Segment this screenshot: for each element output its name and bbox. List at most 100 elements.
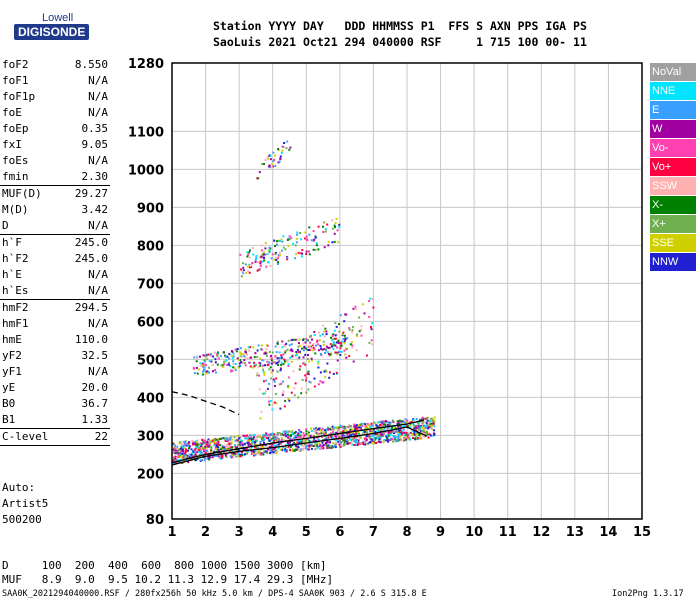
- echo-point: [321, 428, 324, 431]
- echo-point: [432, 432, 435, 435]
- echo-point: [328, 446, 331, 449]
- echo-point: [238, 362, 241, 365]
- echo-point: [274, 345, 277, 348]
- echo-point: [190, 448, 193, 451]
- param-value: 3.42: [81, 203, 109, 216]
- param-row-foep: foEp 0.35: [0, 121, 110, 137]
- echo-point: [269, 443, 272, 446]
- echo-point: [296, 442, 299, 445]
- echo-point: [235, 350, 238, 353]
- echo-point: [265, 379, 268, 382]
- echo-point: [401, 422, 404, 425]
- echo-point: [272, 451, 275, 454]
- echo-point: [272, 160, 275, 163]
- echo-point: [417, 421, 420, 424]
- echo-point: [378, 439, 381, 442]
- echo-point: [229, 365, 232, 367]
- echo-point: [195, 360, 198, 363]
- echo-point: [333, 435, 336, 438]
- echo-point: [341, 334, 344, 337]
- echo-point: [301, 439, 304, 442]
- echo-point: [341, 425, 344, 428]
- echo-point: [398, 419, 401, 422]
- echo-point: [433, 433, 436, 436]
- echo-point: [184, 440, 187, 443]
- echo-point: [202, 363, 205, 366]
- trace-x-trace-profile: [171, 426, 428, 466]
- echo-point: [288, 344, 291, 347]
- echo-point: [280, 432, 283, 435]
- echo-point: [250, 446, 253, 449]
- echo-point: [207, 442, 209, 445]
- echo-point: [293, 449, 296, 452]
- param-value: N/A: [88, 365, 108, 378]
- echo-point: [269, 438, 272, 441]
- echo-point: [265, 434, 268, 437]
- echo-point: [262, 251, 265, 254]
- echo-point: [350, 442, 353, 445]
- echo-point: [404, 425, 406, 428]
- echo-point: [431, 424, 434, 427]
- echo-point: [265, 432, 268, 435]
- echo-point: [283, 360, 286, 363]
- echo-point: [239, 440, 242, 443]
- echo-point: [345, 430, 348, 433]
- echo-point: [346, 426, 349, 429]
- echo-point: [252, 452, 255, 455]
- echo-point: [282, 430, 285, 433]
- echo-point: [274, 245, 277, 248]
- echo-point: [286, 430, 289, 433]
- echo-point: [378, 438, 381, 441]
- echo-point: [341, 441, 344, 444]
- footer-file-info: SAA0K_2021294040000.RSF / 280fx256h 50 k…: [2, 589, 427, 599]
- echo-point: [248, 263, 251, 266]
- echo-point: [297, 434, 300, 437]
- echo-point: [326, 362, 329, 365]
- echo-point: [301, 378, 304, 381]
- echo-point: [370, 422, 373, 425]
- echo-point: [424, 432, 427, 435]
- echo-point: [337, 241, 340, 244]
- echo-point: [341, 431, 344, 434]
- echo-point: [327, 244, 330, 247]
- echo-point: [260, 244, 263, 247]
- echo-point: [313, 377, 316, 380]
- echo-point: [350, 341, 353, 344]
- echo-point: [259, 440, 262, 443]
- echo-point: [271, 434, 274, 437]
- echo-point: [307, 448, 310, 451]
- echo-point: [176, 456, 178, 459]
- echo-point: [352, 360, 355, 363]
- echo-point: [379, 421, 382, 424]
- echo-point: [179, 458, 182, 461]
- echo-point: [420, 421, 423, 424]
- y-tick-label: 1100: [128, 125, 164, 140]
- echo-point: [355, 437, 357, 439]
- echo-point: [277, 148, 280, 150]
- echo-point: [199, 450, 202, 452]
- echo-point: [331, 431, 334, 434]
- echo-point: [329, 353, 332, 356]
- echo-point: [296, 233, 299, 236]
- echo-point: [392, 440, 395, 443]
- echo-point: [217, 357, 220, 360]
- echo-point: [263, 380, 265, 383]
- echo-point: [274, 393, 277, 395]
- echo-point: [322, 447, 325, 450]
- trace-o-trace-profile: [171, 419, 424, 464]
- echo-point: [278, 251, 281, 254]
- echo-point: [297, 446, 300, 449]
- echo-point: [325, 433, 328, 436]
- echo-point: [254, 453, 257, 456]
- echo-point: [284, 448, 287, 451]
- echo-point: [318, 331, 320, 334]
- echo-point: [354, 305, 357, 308]
- echo-point: [257, 344, 260, 347]
- echo-point: [184, 447, 187, 450]
- x-tick-label: 8: [402, 525, 411, 540]
- echo-point: [378, 432, 381, 435]
- echo-point: [240, 455, 243, 458]
- echo-point: [277, 359, 280, 362]
- echo-point: [346, 432, 348, 435]
- echo-point: [325, 330, 328, 333]
